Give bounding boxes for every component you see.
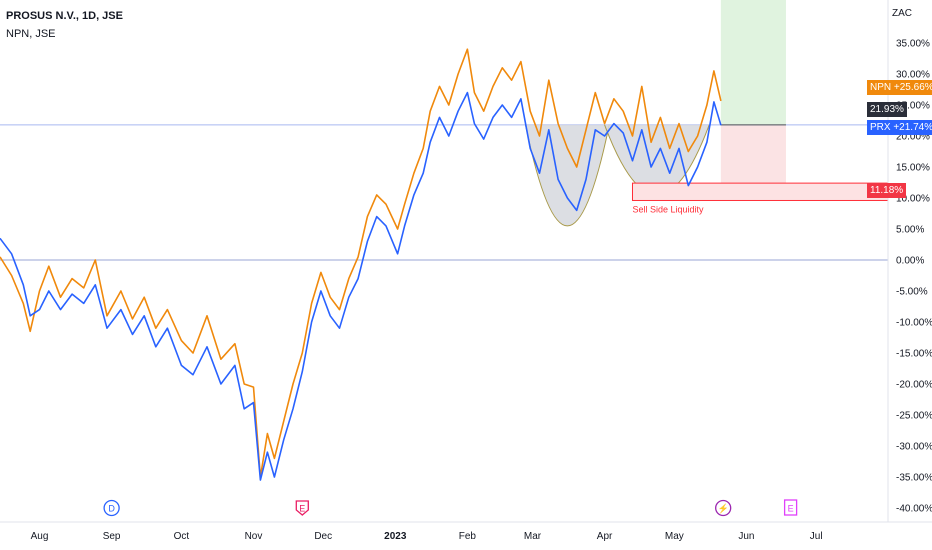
earnings-event-icon-shape: [295, 500, 309, 516]
dividend-event-icon-shape: [103, 499, 120, 517]
sell-side-liquidity-label: Sell Side Liquidity: [632, 204, 704, 214]
series-line-npn: [0, 48, 722, 478]
y-tick-label: 5.00%: [896, 225, 924, 236]
x-tick-label: Mar: [524, 531, 542, 542]
x-tick-label: Oct: [174, 531, 190, 542]
position-zones: [720, 0, 786, 189]
y-tick-label: -25.00%: [896, 411, 932, 422]
x-tick-label: Feb: [459, 531, 477, 542]
earnings-event-icon-label: E: [299, 504, 305, 514]
y-tick-label: 35.00%: [896, 39, 930, 50]
earnings-event-icon-2-shape: [783, 499, 798, 516]
x-tick-label: Dec: [314, 531, 332, 542]
x-tick-label: Aug: [31, 531, 49, 542]
chart-title: PROSUS N.V., 1D, JSE: [6, 10, 123, 22]
liquidity-level-tag: 11.18%: [867, 183, 907, 199]
dividend-event-icon-label: D: [108, 504, 115, 514]
x-tick-label: Sep: [103, 531, 121, 542]
flash-event-icon-shape: [715, 499, 732, 517]
flash-event-icon: ⚡: [715, 499, 732, 517]
rounded-bottom-arc-1: [525, 124, 610, 227]
prx-price-tag: PRX +21.74%: [867, 120, 932, 136]
currency-label[interactable]: ZAC: [892, 8, 912, 19]
y-tick-label: -5.00%: [896, 287, 928, 298]
npn-price-tag: NPN +25.66%: [867, 80, 932, 96]
y-tick-label: -30.00%: [896, 442, 932, 453]
x-tick-label: Jun: [738, 531, 754, 542]
y-tick-label: 0.00%: [896, 256, 924, 267]
x-tick-label: Nov: [245, 531, 263, 542]
x-tick-label: May: [665, 531, 684, 542]
y-tick-label: -15.00%: [896, 349, 932, 360]
earnings-event-icon-2: E: [783, 499, 798, 516]
stop-loss-zone: [720, 124, 786, 189]
y-tick-label: 10.00%: [896, 194, 930, 205]
y-tick-label: -20.00%: [896, 380, 932, 391]
y-tick-label: -35.00%: [896, 473, 932, 484]
y-tick-label: 15.00%: [896, 163, 930, 174]
price-series: [0, 48, 722, 481]
x-tick-label: Apr: [597, 531, 613, 542]
y-tick-label: 25.00%: [896, 101, 930, 112]
sell-side-liquidity-box: [631, 182, 889, 201]
dividend-event-icon: D: [103, 499, 120, 517]
x-tick-label: Jul: [810, 531, 823, 542]
y-tick-label: 30.00%: [896, 70, 930, 81]
earnings-event-icon-2-label: E: [788, 504, 794, 514]
y-tick-label: -10.00%: [896, 318, 932, 329]
series-line-prx: [0, 91, 722, 481]
profit-target-zone: [720, 0, 786, 125]
earnings-event-icon: E: [295, 500, 309, 516]
pattern-drawings: Sell Side Liquidity: [525, 124, 889, 227]
y-tick-label: -40.00%: [896, 504, 932, 515]
last-price-tag: 21.93%: [867, 101, 907, 117]
compare-symbol-label: NPN, JSE: [6, 28, 56, 40]
flash-event-icon-label: ⚡: [718, 503, 729, 515]
x-tick-label: 2023: [384, 531, 407, 542]
y-tick-label: 20.00%: [896, 132, 930, 143]
